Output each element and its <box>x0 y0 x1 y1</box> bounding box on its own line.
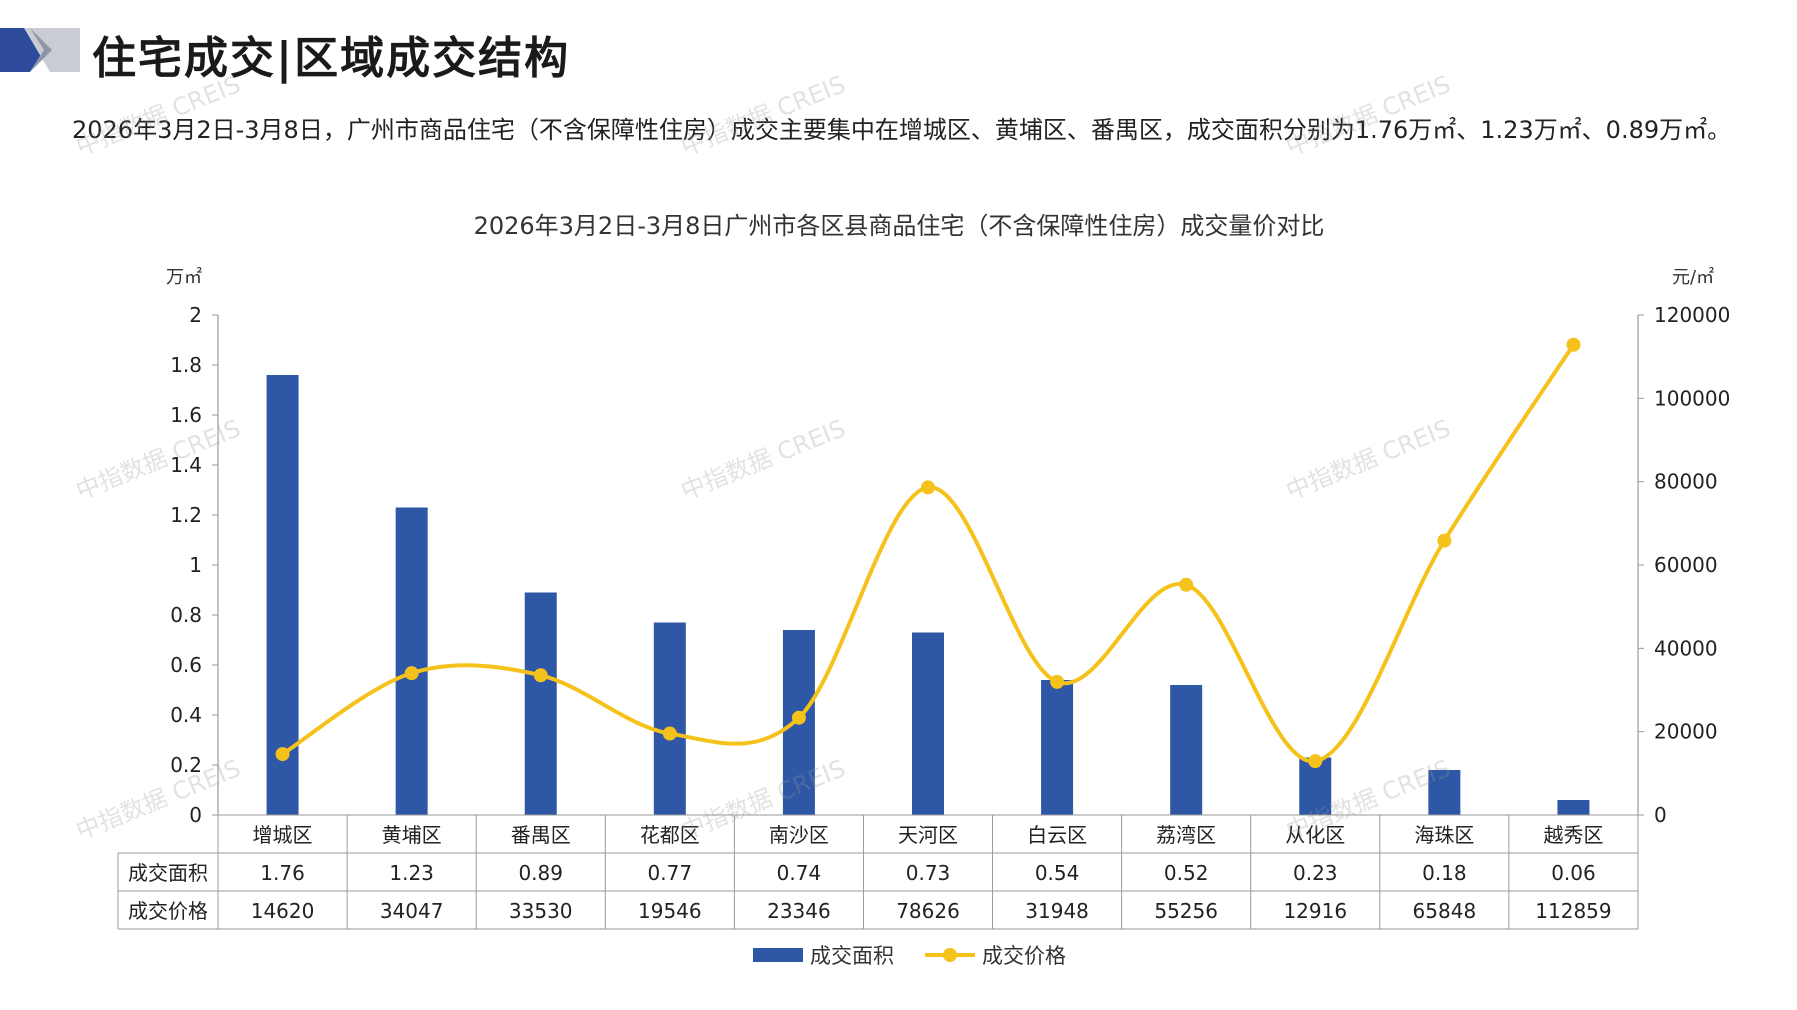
x-tick-label: 黄埔区 <box>382 823 442 847</box>
y-left-tick-label: 0 <box>189 803 202 827</box>
table-cell: 65848 <box>1413 899 1477 923</box>
y-right-tick-label: 120000 <box>1654 303 1730 327</box>
table-cell: 33530 <box>509 899 573 923</box>
table-cell: 0.89 <box>518 861 563 885</box>
y-left-unit: 万㎡ <box>166 266 202 288</box>
price-point <box>1179 577 1194 592</box>
y-left-tick-label: 0.4 <box>170 703 202 727</box>
bar <box>266 375 299 815</box>
y-left-tick-label: 0.2 <box>170 753 202 777</box>
price-point <box>1437 533 1452 548</box>
x-tick-label: 番禺区 <box>511 823 571 847</box>
bar <box>1428 770 1461 815</box>
table-cell: 0.77 <box>648 861 693 885</box>
table-cell: 31948 <box>1025 899 1089 923</box>
table-cell: 34047 <box>380 899 444 923</box>
table-cell: 0.18 <box>1422 861 1467 885</box>
table-cell: 0.73 <box>906 861 951 885</box>
y-left-tick-label: 0.6 <box>170 653 202 677</box>
y-right-tick-label: 80000 <box>1654 470 1718 494</box>
table-cell: 0.23 <box>1293 861 1338 885</box>
table-cell: 0.74 <box>777 861 822 885</box>
table-cell: 1.76 <box>260 861 305 885</box>
y-right-tick-label: 0 <box>1654 803 1667 827</box>
chart-svg: 2026年3月2日-3月8日广州市各区县商品住宅（不含保障性住房）成交量价对比万… <box>117 212 1730 968</box>
table-cell: 112859 <box>1535 899 1611 923</box>
legend-line-marker <box>943 948 957 962</box>
x-tick-label: 花都区 <box>640 823 700 847</box>
y-left-tick-label: 1 <box>189 553 202 577</box>
y-right-tick-label: 40000 <box>1654 636 1718 660</box>
y-left-tick-label: 1.4 <box>170 453 202 477</box>
x-tick-label: 白云区 <box>1027 823 1087 847</box>
table-cell: 0.06 <box>1551 861 1596 885</box>
bar <box>524 592 557 815</box>
table-row-label: 成交面积 <box>128 861 208 885</box>
table-cell: 78626 <box>896 899 960 923</box>
y-right-unit: 元/㎡ <box>1672 266 1714 288</box>
price-point <box>791 710 806 725</box>
chart-container: 2026年3月2日-3月8日广州市各区县商品住宅（不含保障性住房）成交量价对比万… <box>0 200 1797 1000</box>
y-right-tick-label: 100000 <box>1654 386 1730 410</box>
x-tick-label: 天河区 <box>898 823 958 847</box>
y-left-tick-label: 1.8 <box>170 353 202 377</box>
table-cell: 12916 <box>1283 899 1347 923</box>
x-tick-label: 越秀区 <box>1543 823 1603 847</box>
y-left-tick-label: 0.8 <box>170 603 202 627</box>
table-cell: 14620 <box>251 899 315 923</box>
legend-bar-swatch <box>753 948 803 962</box>
bar <box>1041 680 1074 815</box>
bar <box>1170 685 1203 815</box>
price-point <box>1308 754 1323 769</box>
price-point <box>533 668 548 683</box>
table-cell: 55256 <box>1154 899 1218 923</box>
bar <box>653 622 686 815</box>
price-point <box>1050 674 1065 689</box>
bar <box>1557 800 1590 815</box>
y-left-tick-label: 1.2 <box>170 503 202 527</box>
x-tick-label: 从化区 <box>1285 823 1345 847</box>
header-decoration <box>0 28 80 72</box>
table-row-label: 成交价格 <box>128 899 208 923</box>
legend-label: 成交价格 <box>982 944 1066 968</box>
price-point <box>275 747 290 762</box>
table-cell: 19546 <box>638 899 702 923</box>
bar <box>395 507 428 815</box>
x-tick-label: 荔湾区 <box>1156 823 1216 847</box>
y-right-tick-label: 20000 <box>1654 720 1718 744</box>
bar <box>912 632 944 815</box>
price-point <box>921 480 935 495</box>
summary-text: 2026年3月2日-3月8日，广州市商品住宅（不含保障性住房）成交主要集中在增城… <box>72 116 1732 144</box>
y-left-tick-label: 2 <box>189 303 202 327</box>
table-cell: 0.54 <box>1035 861 1080 885</box>
table-cell: 0.52 <box>1164 861 1209 885</box>
price-point <box>404 666 419 681</box>
table-cell: 23346 <box>767 899 831 923</box>
x-tick-label: 增城区 <box>253 823 313 847</box>
page-title: 住宅成交|区域成交结构 <box>92 33 571 84</box>
table-cell: 1.23 <box>389 861 434 885</box>
legend-label: 成交面积 <box>810 944 894 968</box>
chart-title: 2026年3月2日-3月8日广州市各区县商品住宅（不含保障性住房）成交量价对比 <box>474 212 1325 240</box>
y-left-tick-label: 1.6 <box>170 403 202 427</box>
x-tick-label: 海珠区 <box>1414 823 1474 847</box>
x-tick-label: 南沙区 <box>769 823 829 847</box>
price-point <box>1566 337 1581 352</box>
price-point <box>662 726 677 741</box>
y-right-tick-label: 60000 <box>1654 553 1718 577</box>
